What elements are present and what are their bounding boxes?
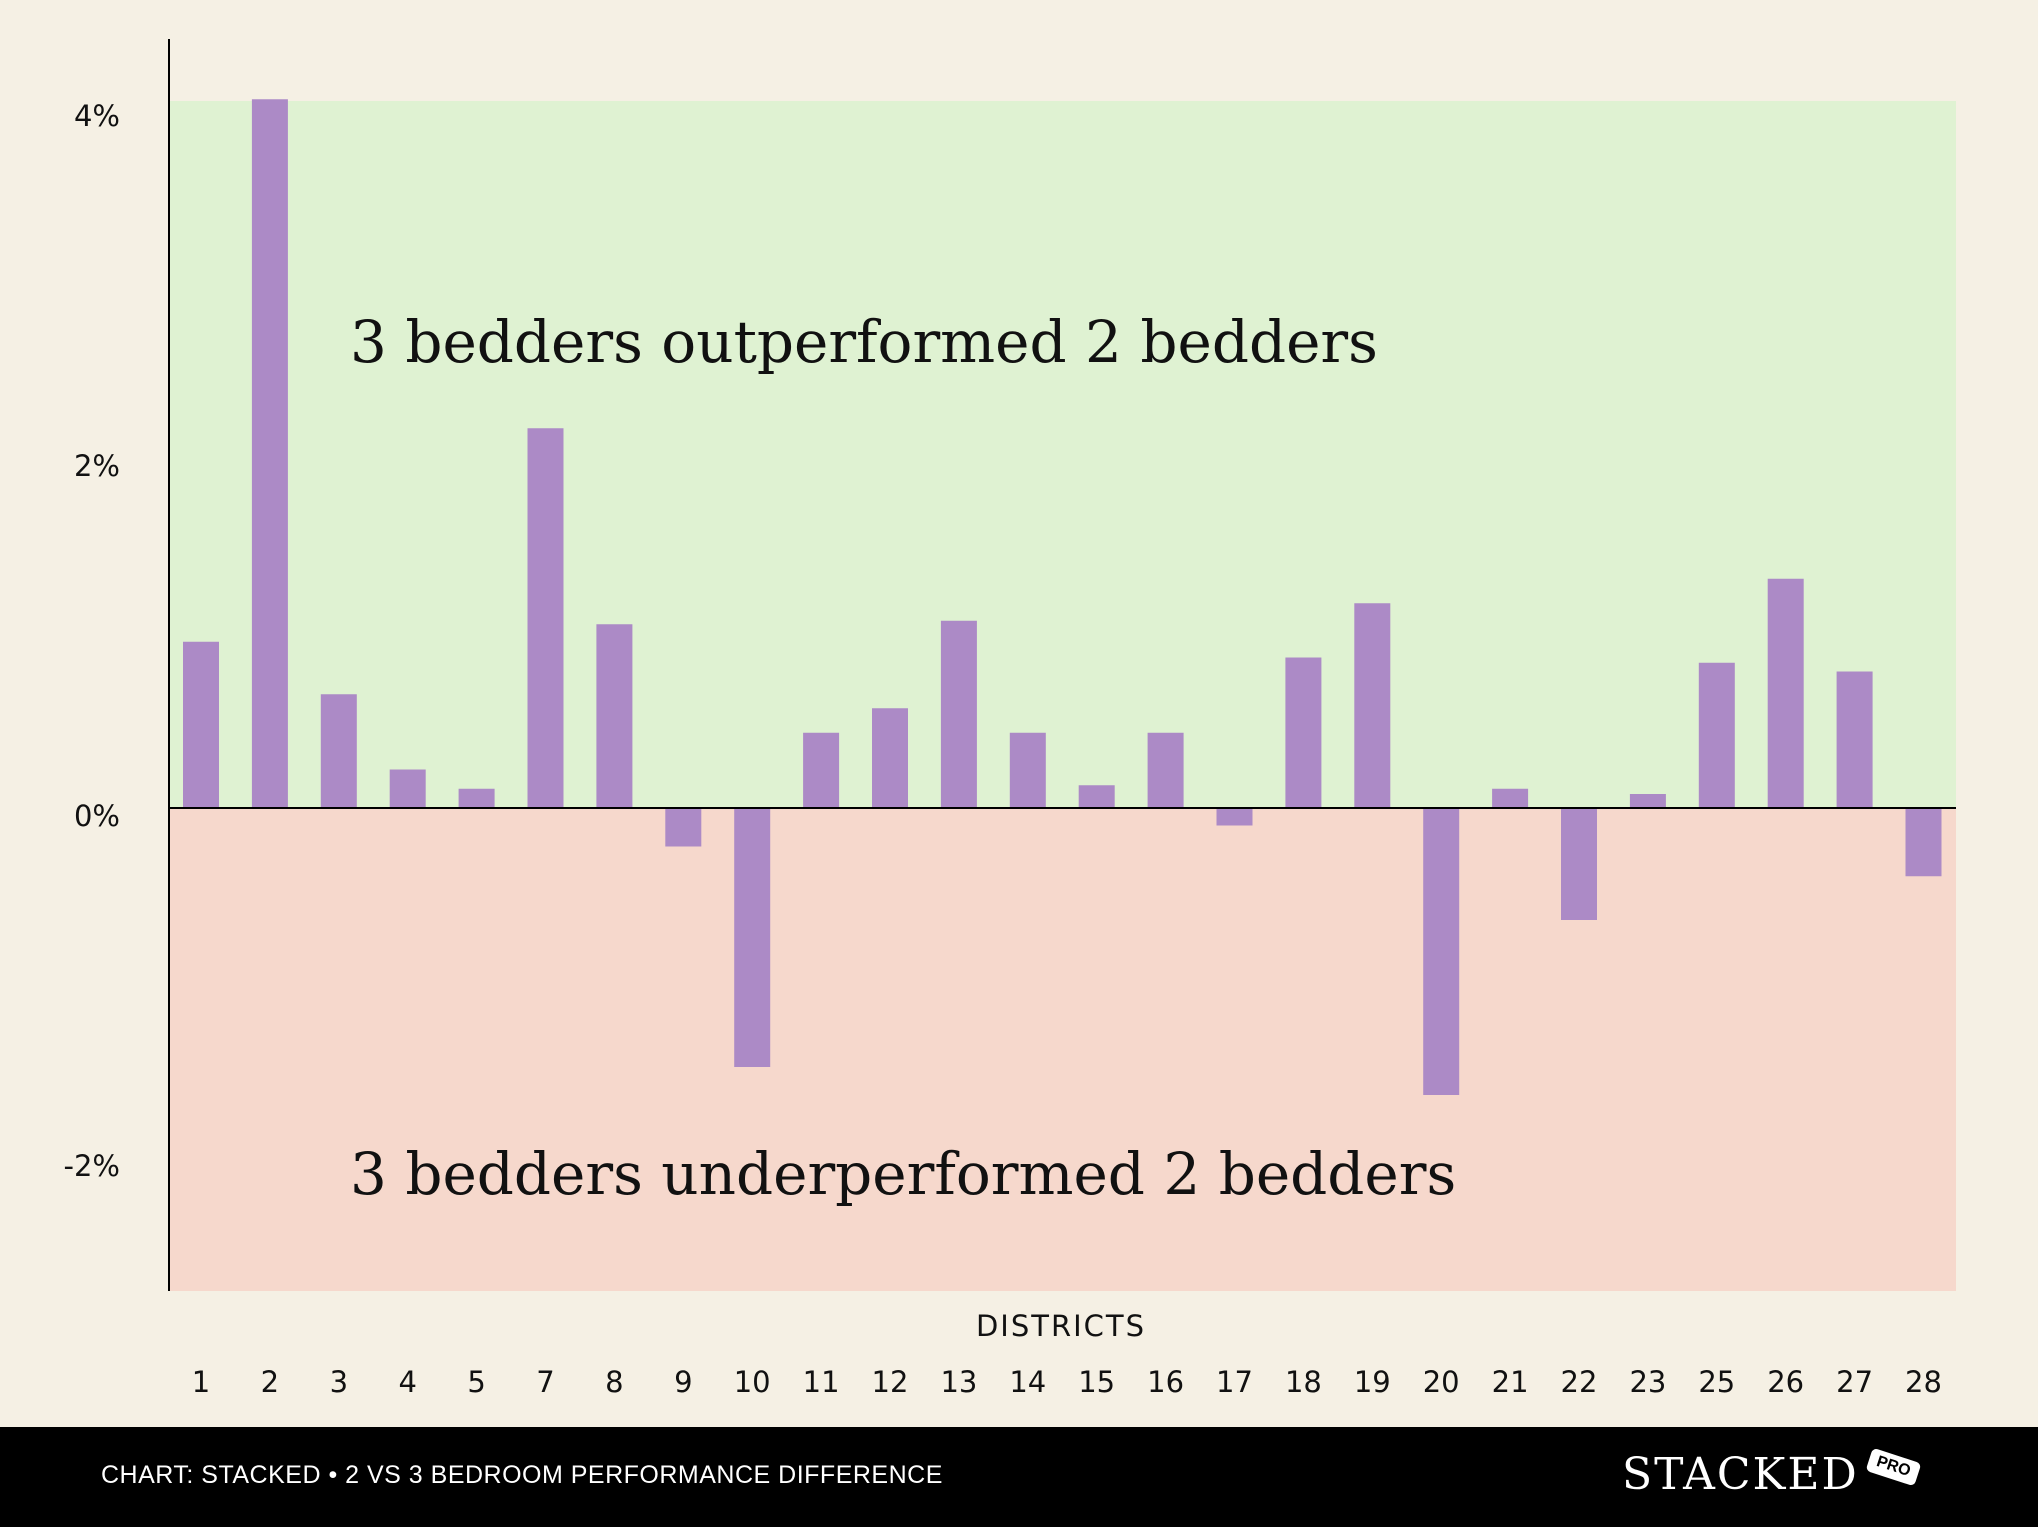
bar-district-10 (734, 808, 771, 1067)
bar-district-13 (940, 620, 977, 808)
y-tick-label: 4% (74, 99, 120, 133)
bar-district-8 (596, 624, 633, 808)
bar-district-11 (803, 732, 840, 808)
bar-district-17 (1216, 808, 1253, 826)
positive-region (169, 101, 1956, 808)
bar-district-16 (1147, 732, 1184, 808)
pro-badge: PRO (1865, 1447, 1922, 1487)
x-tick-label: 28 (1905, 1365, 1942, 1399)
bar-district-7 (527, 428, 564, 808)
x-tick-label: 20 (1423, 1365, 1460, 1399)
bar-district-20 (1423, 808, 1460, 1095)
x-tick-label: 19 (1354, 1365, 1391, 1399)
y-tick-label: 0% (74, 799, 120, 833)
x-tick-label: 25 (1698, 1365, 1735, 1399)
bar-district-18 (1285, 657, 1322, 808)
bar-district-15 (1078, 785, 1115, 808)
x-tick-label: 1 (192, 1365, 210, 1399)
x-tick-label: 15 (1078, 1365, 1115, 1399)
annotation-negative: 3 bedders underperformed 2 bedders (350, 1140, 1456, 1208)
chart-caption: CHART: STACKED • 2 VS 3 BEDROOM PERFORMA… (101, 1461, 943, 1489)
x-tick-label: 8 (605, 1365, 623, 1399)
x-tick-label: 10 (734, 1365, 771, 1399)
x-axis-label: DISTRICTS (976, 1309, 1146, 1343)
x-tick-label: 11 (803, 1365, 840, 1399)
bar-district-19 (1354, 603, 1391, 808)
bar-district-14 (1009, 732, 1046, 808)
footer: CHART: STACKED • 2 VS 3 BEDROOM PERFORMA… (0, 1427, 2038, 1527)
bar-district-2 (251, 99, 288, 808)
x-tick-label: 4 (398, 1365, 416, 1399)
annotation-positive: 3 bedders outperformed 2 bedders (350, 308, 1378, 376)
x-tick-label: 27 (1836, 1365, 1873, 1399)
stacked-logo: STACKED (1622, 1449, 1859, 1500)
bar-district-25 (1698, 662, 1735, 808)
bar-district-12 (872, 708, 908, 808)
x-tick-label: 13 (940, 1365, 977, 1399)
x-tick-label: 9 (674, 1365, 692, 1399)
negative-region (169, 808, 1956, 1291)
x-tick-label: 2 (261, 1365, 279, 1399)
bar-district-27 (1836, 671, 1873, 808)
x-tick-label: 5 (467, 1365, 485, 1399)
y-tick-label: 2% (74, 449, 120, 483)
bar-district-4 (389, 769, 426, 808)
bar-district-9 (665, 808, 702, 847)
x-tick-label: 17 (1216, 1365, 1253, 1399)
x-tick-label: 26 (1767, 1365, 1804, 1399)
bar-chart: 4%2%0%-2% 1 2 3 4 5 7 8 9 10 11 12 13 14 15 16 17 18 19 20… (64, 39, 1956, 1399)
x-tick-label: 3 (330, 1365, 348, 1399)
x-tick-label: 12 (872, 1365, 909, 1399)
y-tick-label: -2% (64, 1149, 120, 1183)
bar-district-3 (320, 694, 357, 808)
bar-district-1 (183, 641, 219, 808)
bar-district-21 (1492, 788, 1529, 808)
x-tick-label: 14 (1009, 1365, 1046, 1399)
bar-district-23 (1629, 794, 1666, 808)
bar-district-26 (1767, 578, 1804, 808)
x-tick-label: 21 (1492, 1365, 1529, 1399)
x-tick-label: 7 (536, 1365, 554, 1399)
x-tick-label: 23 (1629, 1365, 1666, 1399)
bar-district-5 (458, 788, 495, 808)
x-tick-label: 22 (1561, 1365, 1598, 1399)
bar-district-22 (1561, 808, 1597, 920)
x-tick-label: 18 (1285, 1365, 1322, 1399)
x-tick-label: 16 (1147, 1365, 1184, 1399)
bar-district-28 (1905, 808, 1942, 877)
